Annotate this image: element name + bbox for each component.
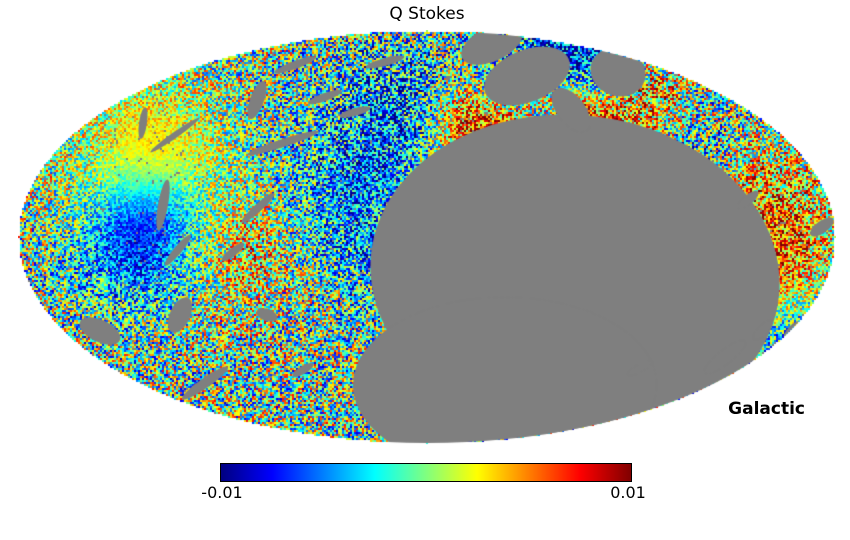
chart-title: Q Stokes — [389, 4, 465, 24]
colorbar-max-label: 0.01 — [610, 483, 646, 502]
colorbar-min-label: -0.01 — [201, 483, 243, 502]
colorbar-gradient — [220, 463, 632, 482]
coordinate-system-label: Galactic — [728, 399, 805, 419]
mollweide-sky-map — [18, 30, 836, 445]
